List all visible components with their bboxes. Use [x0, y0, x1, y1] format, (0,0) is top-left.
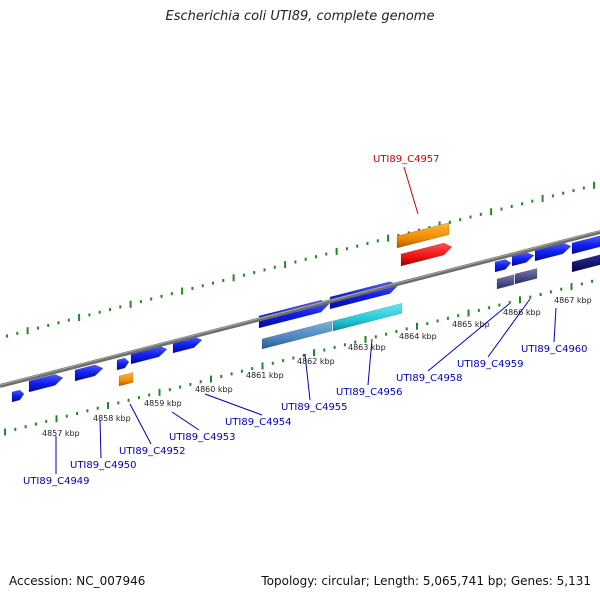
scale-ticks — [4, 181, 596, 436]
gene-leader-line — [487, 298, 531, 358]
page-title: Escherichia coli UTI89, complete genome — [165, 9, 435, 24]
gene-leader-line — [99, 419, 102, 459]
gene-label[interactable]: UTI89_C4953 — [169, 432, 236, 443]
kbp-label: 4858 kbp — [93, 414, 131, 423]
gene-leader-line — [304, 353, 311, 401]
gene-label[interactable]: UTI89_C4957 — [373, 154, 440, 165]
gene-feature[interactable] — [514, 268, 538, 285]
kbp-label: 4865 kbp — [452, 320, 490, 329]
gene-leader-line — [403, 166, 419, 215]
gene-feature[interactable] — [28, 374, 64, 393]
gene-feature[interactable] — [571, 235, 600, 255]
kbp-label: 4867 kbp — [554, 296, 592, 305]
gene-label[interactable]: UTI89_C4949 — [23, 476, 90, 487]
gene-feature[interactable] — [396, 222, 450, 249]
gene-feature[interactable] — [571, 254, 600, 273]
kbp-label: 4862 kbp — [297, 357, 335, 366]
scale-labels: 4857 kbp 4858 kbp 4859 kbp 4860 kbp 4861 kbp… — [42, 296, 592, 438]
gene-feature[interactable] — [494, 259, 512, 273]
gene-label[interactable]: UTI89_C4960 — [521, 344, 588, 355]
gene-feature[interactable] — [496, 274, 515, 290]
gene-feature[interactable] — [11, 389, 25, 403]
gene-leader-line — [427, 303, 510, 372]
kbp-label: 4859 kbp — [144, 399, 182, 408]
gene-label[interactable]: UTI89_C4958 — [396, 373, 463, 384]
gene-leader-line — [171, 411, 200, 431]
gene-label[interactable]: UTI89_C4956 — [336, 387, 403, 398]
gene-feature[interactable] — [261, 320, 333, 350]
kbp-label: 4861 kbp — [246, 371, 284, 380]
gene-label[interactable]: UTI89_C4954 — [225, 417, 292, 428]
gene-label[interactable]: UTI89_C4955 — [281, 402, 348, 413]
gene-feature[interactable] — [118, 372, 134, 387]
gene-label[interactable]: UTI89_C4950 — [70, 460, 137, 471]
accession-text: Accession: NC_007946 — [9, 574, 146, 588]
gene-feature[interactable] — [332, 302, 403, 332]
kbp-label: 4857 kbp — [42, 429, 80, 438]
kbp-label: 4864 kbp — [399, 332, 437, 341]
gene-leader-line — [129, 403, 152, 445]
genome-backbone-highlight — [0, 230, 600, 386]
gene-feature[interactable] — [74, 364, 104, 382]
genome-backbone — [0, 230, 600, 388]
gene-leader-line — [204, 393, 263, 416]
kbp-label: 4860 kbp — [195, 385, 233, 394]
kbp-label: 4866 kbp — [503, 308, 541, 317]
genome-summary-text: Topology: circular; Length: 5,065,741 bp… — [261, 574, 591, 588]
gene-leader-line — [367, 338, 373, 386]
gene-features — [11, 222, 600, 403]
gene-label[interactable]: UTI89_C4952 — [119, 446, 186, 457]
kbp-label: 4863 kbp — [348, 343, 386, 352]
gene-feature[interactable] — [400, 242, 453, 267]
gene-label[interactable]: UTI89_C4959 — [457, 359, 524, 370]
gene-labels: UTI89_C4949 UTI89_C4950 UTI89_C4952 UTI89_C… — [23, 154, 588, 487]
gene-feature[interactable] — [116, 357, 130, 371]
gene-leader-line — [553, 307, 557, 343]
